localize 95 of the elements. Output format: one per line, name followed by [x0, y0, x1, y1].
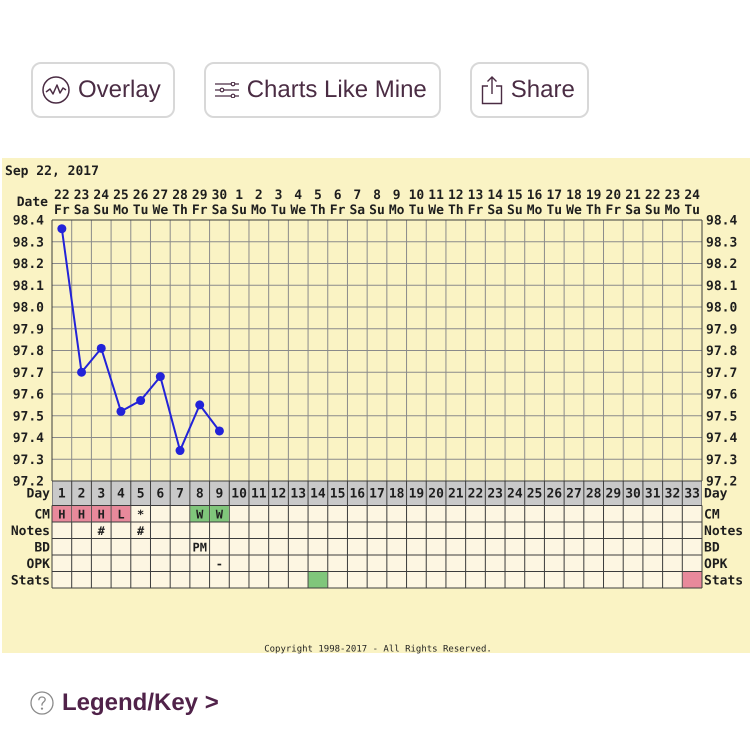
x2-tick-label: 25 Mo [113, 188, 129, 218]
text: * [137, 507, 144, 522]
x2-tick-label: 14 Sa [487, 188, 504, 218]
x2-tick-label: 8 Su [369, 188, 389, 218]
point [96, 344, 106, 353]
x2-tick-label: 29 Fr [192, 188, 208, 218]
button[interactable]: Share [470, 62, 589, 118]
y-tick-label: 97.8 [12, 344, 44, 360]
point [77, 368, 86, 377]
y2-tick-label: 98.4 [706, 214, 738, 229]
category-label: Notes [10, 524, 50, 539]
y2-tick-label: 97.5 [706, 409, 738, 424]
x2-tick-label: 13 Fr [468, 188, 484, 218]
x2-tick-label: 7 Sa [349, 188, 370, 218]
button[interactable]: Overlay [31, 62, 175, 118]
y2-tick-label: 98.3 [706, 235, 738, 250]
x2-tick-label: 6 Fr [330, 188, 350, 218]
y2-tick-label: 97.6 [706, 388, 738, 403]
x2-tick-label: 5 Th [310, 188, 330, 218]
y-tick-label: 97.4 [12, 431, 44, 446]
text: # [98, 524, 105, 538]
x-axis-title: Day [704, 486, 728, 502]
category-label: Stats [704, 573, 744, 588]
x2-tick-label: 18 We [566, 188, 582, 218]
y2-tick-label: 97.3 [706, 452, 738, 468]
text: - [216, 556, 224, 571]
y-tick-label: 97.9 [12, 322, 44, 338]
y2-tick-label: 98.0 [706, 300, 738, 316]
point [195, 400, 204, 410]
point [116, 406, 126, 416]
category-label: BD [34, 540, 50, 556]
x2-tick-label: 16 Mo [526, 188, 543, 218]
text: Day [26, 486, 50, 502]
x2-tick-label: 20 Fr [606, 188, 622, 218]
x2-tick-label: 9 Mo [388, 188, 408, 218]
category-label: OPK [704, 556, 728, 572]
y-tick-label: 98.4 [12, 214, 44, 229]
point [136, 396, 146, 406]
y2-tick-label: 97.4 [706, 431, 738, 446]
y2-tick-label: 97.8 [706, 344, 738, 360]
text: W [196, 507, 204, 522]
x2-tick-label: 19 Th [586, 188, 602, 218]
x2-tick-label: 26 Tu [132, 188, 148, 218]
x2-axis-title: Date [16, 195, 48, 210]
point [57, 224, 66, 234]
link[interactable]: Legend/Key > [30, 688, 219, 718]
category-label: CM [704, 507, 720, 522]
y-tick-label: 98.1 [12, 278, 44, 294]
y2-tick-label: 97.9 [706, 322, 738, 338]
x2-tick-label: 23 Mo [664, 188, 680, 218]
x2-tick-label: 2 Mo [250, 188, 271, 218]
x2-tick-label: 17 Tu [546, 188, 562, 218]
y-tick-label: 98.0 [12, 300, 44, 316]
x2-tick-label: 11 We [428, 188, 444, 218]
y2-tick-label: 97.7 [706, 366, 738, 381]
text: H [98, 507, 105, 522]
y2-tick-label: 98.1 [706, 278, 738, 294]
point [214, 426, 224, 436]
x2-tick-label: 24 Su [93, 188, 110, 218]
y-tick-label: 98.2 [12, 257, 44, 272]
x2-tick-label: 28 Th [172, 188, 188, 218]
x2-tick-label: 24 Tu [684, 188, 708, 218]
x2-tick-label: 10 Tu [408, 188, 424, 218]
x2-tick-label: 4 We [290, 188, 310, 218]
point [156, 372, 165, 382]
text: PM [192, 540, 207, 554]
y2-tick-label: 98.2 [706, 257, 738, 272]
category-label: BD [704, 540, 720, 556]
category-label: Stats [10, 573, 50, 588]
x2-tick-label: 12 Th [448, 188, 464, 218]
y-tick-label: 97.5 [12, 409, 44, 424]
x2-tick-label: 27 We [152, 188, 168, 218]
button[interactable]: Charts Like Mine [204, 62, 441, 118]
text: # [137, 524, 144, 538]
x2-tick-label: 21 Sa [625, 188, 642, 218]
text: H [78, 507, 86, 522]
x2-tick-label: 23 Sa [74, 188, 90, 218]
x2-tick-label: 15 Su [507, 188, 523, 218]
x2-tick-label: 22 Su [644, 188, 661, 218]
x2-tick-label: 1 Su [231, 188, 251, 218]
y-tick-label: 97.7 [12, 366, 44, 381]
point [176, 446, 185, 456]
y-tick-label: 97.6 [12, 388, 44, 403]
chart-title: Sep 22, 2017 [5, 164, 99, 179]
x2-tick-label: 22 Fr [54, 188, 70, 218]
text: Copyright 1998-2017 - All Rights Reserved. [264, 644, 492, 654]
x2-tick-label: 3 Tu [270, 188, 290, 218]
category-label: CM [34, 507, 50, 522]
category-label: OPK [26, 556, 50, 572]
text: W [216, 507, 224, 522]
y-tick-label: 98.3 [12, 235, 44, 250]
text: L [117, 507, 125, 522]
category-label: Notes [704, 524, 744, 539]
text: H [58, 507, 66, 522]
y-tick-label: 97.3 [12, 452, 44, 468]
